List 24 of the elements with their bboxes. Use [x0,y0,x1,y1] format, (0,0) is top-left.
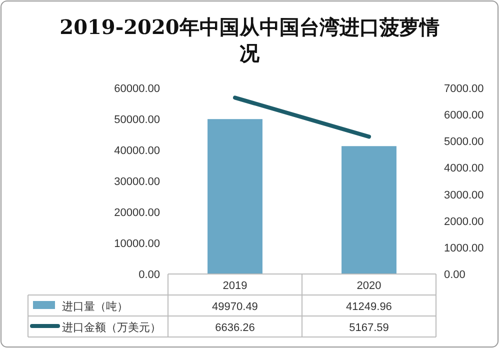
data-label: 41249.96 [346,301,392,313]
y-tick-label: 0.00 [138,269,160,281]
data-label: 49970.49 [212,301,258,313]
y2-tick-label: 7000.00 [444,83,484,95]
y-tick-label: 60000.00 [114,83,160,95]
x-tick-label: 2019 [222,280,248,292]
y-tick-label: 40000.00 [114,145,160,157]
y2-tick-label: 2000.00 [444,216,484,228]
y-tick-label: 50000.00 [114,114,160,126]
y-tick-label: 20000.00 [114,207,160,219]
legend-label: 进口量（吨） [62,300,128,313]
y-tick-label: 30000.00 [114,176,160,188]
y2-tick-label: 4000.00 [444,162,484,175]
legend-label: 进口金额（万美元） [62,321,161,334]
y2-tick-label: 3000.00 [444,189,484,202]
y2-tick-label: 6000.00 [444,110,484,122]
data-label: 5167.59 [349,322,389,334]
y2-tick-label: 1000.00 [444,242,484,254]
data-label: 6636.26 [215,322,255,334]
y-tick-label: 10000.00 [114,238,160,250]
y2-tick-label: 0.00 [444,269,466,281]
y2-tick-label: 5000.00 [444,136,484,148]
chart-title: 2019-2020年中国从中国台湾进口菠萝情况 [60,15,440,65]
x-tick-label: 2020 [356,280,382,292]
